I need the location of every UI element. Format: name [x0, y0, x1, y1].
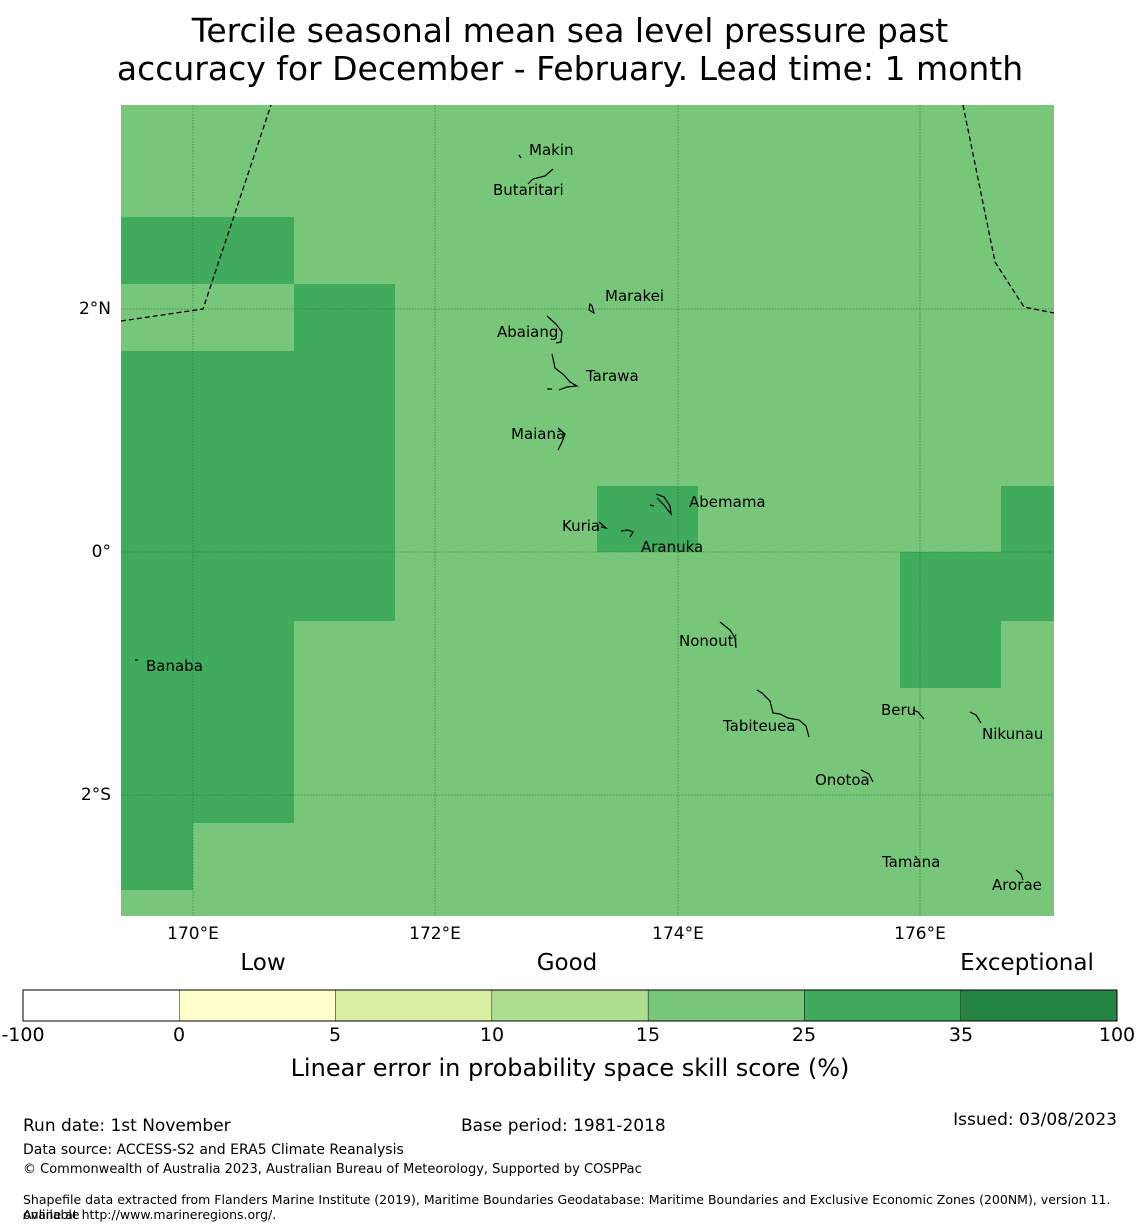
- colorbar-tick: 0: [172, 1024, 186, 1046]
- issued-date: Issued: 03/08/2023: [953, 1110, 1117, 1130]
- x-tick-label-170e: 170°E: [167, 924, 219, 944]
- colorbar-segments: [22, 989, 1118, 1022]
- colorbar-segment: [804, 989, 961, 1022]
- island-label-banaba: Banaba: [146, 657, 203, 675]
- skill-cell: [1001, 486, 1054, 621]
- skill-cells-25-35: [121, 217, 1054, 890]
- colorbar-tick: 25: [791, 1024, 817, 1046]
- skill-cell: [121, 823, 193, 890]
- colorbar-category-exceptional: Exceptional: [960, 950, 1094, 976]
- y-tick-label-0: 0°: [91, 542, 111, 562]
- island-label-aranuka: Aranuka: [641, 538, 703, 556]
- colorbar-tick: 35: [948, 1024, 974, 1046]
- island-label-arorae: Arorae: [992, 876, 1042, 894]
- run-date: Run date: 1st November: [23, 1116, 231, 1136]
- skill-cell: [900, 552, 1001, 688]
- island-label-maiana: Maiana: [511, 425, 565, 443]
- data-source: Data source: ACCESS-S2 and ERA5 Climate …: [23, 1142, 404, 1158]
- island-outlines: [135, 154, 1024, 881]
- island-label-beru: Beru: [881, 701, 916, 719]
- colorbar-category-low: Low: [240, 950, 286, 976]
- base-period: Base period: 1981-2018: [461, 1116, 666, 1136]
- chart-title-line1: Tercile seasonal mean sea level pressure…: [191, 11, 949, 50]
- x-tick-label-174e: 174°E: [652, 924, 704, 944]
- colorbar-tick: -100: [1, 1024, 45, 1046]
- colorbar-segment: [179, 989, 336, 1022]
- island-label-abaiang: Abaiang: [497, 323, 558, 341]
- y-tick-label-2s: 2°S: [80, 785, 111, 805]
- colorbar-segment: [647, 989, 805, 1022]
- y-tick-label-2n: 2°N: [78, 299, 111, 319]
- shapefile-credit-line2: online at http://www.marineregions.org/.: [23, 1207, 277, 1222]
- colorbar-segment: [491, 989, 649, 1022]
- colorbar-segment: [960, 989, 1118, 1022]
- skill-cell: [294, 284, 395, 351]
- skill-cell: [121, 351, 395, 621]
- gridlines: [121, 105, 1054, 916]
- colorbar-segment: [335, 989, 493, 1022]
- island-label-abemama: Abemama: [689, 493, 766, 511]
- island-label-tabiteuea: Tabiteuea: [722, 717, 796, 735]
- skill-cell: [121, 621, 294, 823]
- x-tick-label-176e: 176°E: [894, 924, 946, 944]
- skill-cell: [121, 217, 294, 284]
- copyright: © Commonwealth of Australia 2023, Austra…: [23, 1162, 642, 1177]
- island-labels: Makin Butaritari Marakei Abaiang Tarawa …: [146, 141, 1043, 894]
- island-label-onotoa: Onotoa: [815, 771, 870, 789]
- island-label-butaritari: Butaritari: [493, 181, 564, 199]
- island-label-kuria: Kuria: [562, 517, 600, 535]
- eez-boundaries: [120, 104, 1055, 322]
- island-label-nikunau: Nikunau: [982, 725, 1043, 743]
- colorbar-category-good: Good: [536, 950, 598, 976]
- island-label-makin: Makin: [529, 141, 574, 159]
- colorbar-segment: [22, 989, 180, 1022]
- island-label-tamana: Tamana: [881, 853, 940, 871]
- colorbar-tick: 10: [479, 1024, 505, 1046]
- island-label-nonouti: Nonouti: [679, 632, 738, 650]
- map-canvas: Makin Butaritari Marakei Abaiang Tarawa …: [120, 104, 1055, 916]
- island-label-marakei: Marakei: [605, 287, 664, 305]
- colorbar: [22, 989, 1118, 1022]
- skill-cell: [597, 486, 698, 552]
- colorbar-tick: 100: [1098, 1024, 1136, 1046]
- island-label-tarawa: Tarawa: [585, 367, 639, 385]
- colorbar-tick: 5: [328, 1024, 342, 1046]
- shapefile-credit-line1: Shapefile data extracted from Flanders M…: [23, 1192, 1111, 1222]
- chart-title-line2: accuracy for December - February. Lead t…: [116, 49, 1024, 88]
- colorbar-tick: 15: [635, 1024, 661, 1046]
- x-tick-label-172e: 172°E: [409, 924, 461, 944]
- colorbar-label: Linear error in probability space skill …: [290, 1054, 850, 1082]
